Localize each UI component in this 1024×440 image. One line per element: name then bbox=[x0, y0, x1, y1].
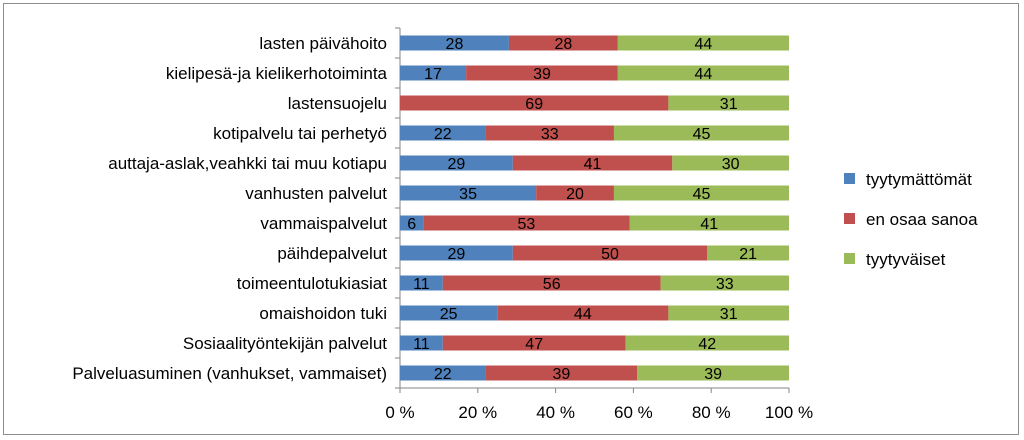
category-label: toimeentulotukiasiat bbox=[237, 274, 388, 293]
bar-segment bbox=[536, 185, 614, 201]
category-label: päihdepalvelut bbox=[277, 244, 387, 263]
bar-segment bbox=[660, 275, 789, 291]
bar-segment bbox=[400, 35, 509, 51]
bar-segment bbox=[442, 275, 661, 291]
category-label: vanhusten palvelut bbox=[245, 184, 387, 203]
x-tick-label: 100 % bbox=[765, 403, 813, 422]
data-label: 20 bbox=[566, 186, 584, 203]
bar-segment bbox=[466, 65, 618, 81]
bar-segment bbox=[508, 35, 618, 51]
category-label: Sosiaalityöntekijän palvelut bbox=[183, 334, 387, 353]
bar-segment bbox=[617, 65, 789, 81]
category-label: vammaispalvelut bbox=[260, 214, 387, 233]
bar-segment bbox=[668, 95, 789, 111]
data-label: 21 bbox=[739, 246, 757, 263]
bar-segment bbox=[400, 155, 513, 171]
category-label: lasten päivähoito bbox=[259, 34, 387, 53]
category-label: kotipalvelu tai perhetyö bbox=[213, 124, 387, 143]
data-label: 25 bbox=[440, 306, 458, 323]
data-label: 31 bbox=[720, 306, 738, 323]
bar-segment bbox=[485, 365, 638, 381]
data-label: 6 bbox=[407, 216, 416, 233]
legend-label: tyytyväiset bbox=[866, 250, 946, 269]
legend-label: tyytymättömät bbox=[866, 170, 972, 189]
x-tick-label: 80 % bbox=[692, 403, 731, 422]
chart-frame: 0 % 20 % 40 % 60 % 80 % 100 % lasten päivähoit… bbox=[3, 3, 1019, 435]
bar-segment bbox=[512, 245, 708, 261]
bar-segment bbox=[400, 215, 424, 231]
bar-segment bbox=[400, 65, 467, 81]
category-label: Palveluasuminen (vanhukset, vammaiset) bbox=[72, 364, 387, 383]
bar-segment bbox=[512, 155, 673, 171]
bar-segment bbox=[613, 185, 789, 201]
data-label: 44 bbox=[695, 66, 713, 83]
bar-segment bbox=[625, 335, 789, 351]
bar-segment bbox=[617, 35, 789, 51]
data-label: 50 bbox=[601, 246, 619, 263]
data-label: 39 bbox=[533, 66, 551, 83]
data-label: 29 bbox=[448, 246, 466, 263]
data-label: 45 bbox=[693, 126, 711, 143]
bar-segment bbox=[400, 305, 498, 321]
stacked-bar-chart: 0 % 20 % 40 % 60 % 80 % 100 % lasten päivähoit… bbox=[72, 27, 978, 422]
data-label: 28 bbox=[554, 36, 572, 53]
data-label: 31 bbox=[720, 96, 738, 113]
data-label: 22 bbox=[434, 366, 452, 383]
bar-segment bbox=[637, 365, 789, 381]
data-label: 44 bbox=[574, 306, 592, 323]
data-label: 33 bbox=[541, 126, 559, 143]
x-tick-label: 40 % bbox=[536, 403, 575, 422]
bar-segment bbox=[668, 305, 789, 321]
bar-segment bbox=[442, 335, 626, 351]
x-tick-label: 0 % bbox=[385, 403, 414, 422]
bar-segment bbox=[400, 185, 537, 201]
data-label: 11 bbox=[413, 276, 430, 293]
category-label: omaishoidon tuki bbox=[259, 304, 387, 323]
bar-segment bbox=[400, 95, 669, 111]
data-label: 41 bbox=[700, 216, 718, 233]
data-label: 45 bbox=[693, 186, 711, 203]
data-label: 53 bbox=[518, 216, 536, 233]
legend-swatch bbox=[844, 173, 855, 184]
data-label: 17 bbox=[424, 66, 442, 83]
bar-segment bbox=[400, 275, 443, 291]
bar-segment bbox=[400, 125, 486, 141]
x-tick-label: 60 % bbox=[614, 403, 653, 422]
data-label: 47 bbox=[525, 336, 543, 353]
category-label: kielipesä-ja kielikerhotoiminta bbox=[166, 64, 388, 83]
bar-segment bbox=[400, 245, 513, 261]
category-label: auttaja-aslak,veahkki tai muu kotiapu bbox=[108, 154, 387, 173]
legend-swatch bbox=[844, 213, 855, 224]
bar-segment bbox=[629, 215, 789, 231]
bar-segment bbox=[423, 215, 630, 231]
data-label: 29 bbox=[448, 156, 466, 173]
data-label: 39 bbox=[553, 366, 571, 383]
legend-swatch bbox=[844, 253, 855, 264]
data-label: 41 bbox=[584, 156, 602, 173]
data-label: 11 bbox=[413, 336, 430, 353]
bar-segment bbox=[613, 125, 789, 141]
data-label: 33 bbox=[716, 276, 734, 293]
data-label: 22 bbox=[434, 126, 452, 143]
data-label: 42 bbox=[698, 336, 716, 353]
bar-segment bbox=[400, 335, 443, 351]
data-label: 69 bbox=[525, 96, 543, 113]
data-label: 30 bbox=[722, 156, 740, 173]
bar-segment bbox=[707, 245, 789, 261]
bar-segment bbox=[497, 305, 669, 321]
x-tick-label: 20 % bbox=[458, 403, 497, 422]
data-label: 44 bbox=[695, 36, 713, 53]
category-label: lastensuojelu bbox=[288, 94, 387, 113]
bar-segment bbox=[672, 155, 789, 171]
data-label: 35 bbox=[459, 186, 477, 203]
legend-label: en osaa sanoa bbox=[866, 210, 978, 229]
data-label: 39 bbox=[704, 366, 722, 383]
data-label: 56 bbox=[543, 276, 561, 293]
bar-segment bbox=[400, 365, 486, 381]
bar-segment bbox=[485, 125, 614, 141]
data-label: 28 bbox=[446, 36, 464, 53]
